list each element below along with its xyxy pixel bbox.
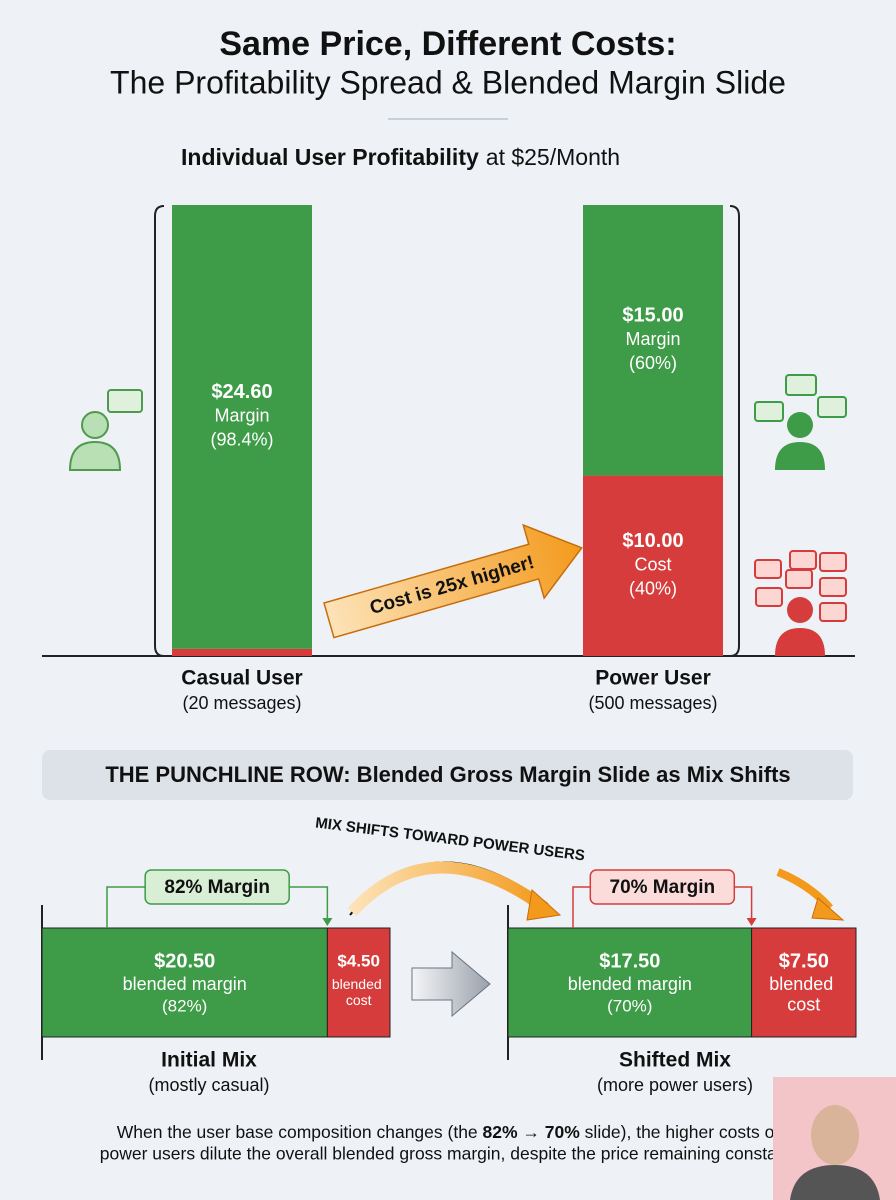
arrow-head [811, 897, 845, 921]
percent-label: (98.4%) [210, 430, 273, 450]
cost-arrow: Cost is 25x higher! [323, 523, 583, 639]
main-subtitle: The Profitability Spread & Blended Margi… [110, 64, 786, 100]
brace [729, 205, 740, 657]
main-title: Same Price, Different Costs: [219, 25, 676, 63]
banner [42, 750, 853, 800]
series-label: Cost [634, 555, 671, 575]
series-label: blended cost [769, 974, 838, 1015]
bar-segment [507, 927, 753, 1038]
bar-segment [583, 205, 723, 476]
bracket-arrow [746, 918, 757, 926]
author-photo [773, 1077, 896, 1200]
percent-label: (60%) [629, 353, 677, 373]
bracket-arrow [322, 918, 333, 926]
category-note: (mostly casual) [148, 1075, 269, 1095]
curve-arrow [776, 868, 834, 911]
value-label: $4.50 [337, 951, 380, 970]
value-label: $15.00 [622, 305, 683, 327]
bar-segment [751, 927, 857, 1038]
curve-arrow [347, 861, 549, 917]
bar-segment [583, 475, 723, 656]
series-label: blended margin [123, 974, 247, 994]
footnote: When the user base composition changes (… [117, 1122, 780, 1142]
casual-icon [68, 389, 143, 471]
footnote: power users dilute the overall blended g… [100, 1144, 797, 1164]
bracket-box [589, 869, 736, 905]
category-note: (20 messages) [182, 693, 301, 713]
category-note: (more power users) [597, 1075, 753, 1095]
bar-segment [172, 205, 312, 649]
chart1-title: Individual User Profitability at $25/Mont… [181, 144, 620, 170]
category-label: Casual User [181, 667, 302, 690]
value-label: $7.50 [779, 950, 829, 972]
bracket-label: 70% Margin [610, 877, 716, 898]
percent-label: (82%) [162, 996, 207, 1015]
category-label: Power User [595, 667, 711, 690]
value-label: $10.00 [622, 530, 683, 552]
percent-label: (70%) [607, 996, 652, 1015]
power-icon [754, 374, 847, 656]
percent-label: (40%) [629, 579, 677, 599]
bracket-label: 82% Margin [164, 877, 270, 898]
value-label: $17.50 [599, 950, 660, 972]
series-label: blended margin [568, 974, 692, 994]
annotation: MIX SHIFTS TOWARD POWER USERS [314, 814, 585, 864]
bar-segment [326, 927, 391, 1038]
category-label: Initial Mix [161, 1049, 257, 1072]
series-label: Margin [214, 406, 269, 426]
bar-segment [41, 927, 328, 1038]
value-label: $20.50 [154, 950, 215, 972]
shift-arrow [411, 950, 491, 1018]
series-label: Margin [625, 329, 680, 349]
bar-segment [172, 648, 312, 656]
category-note: (500 messages) [588, 693, 717, 713]
chart2-title: THE PUNCHLINE ROW: Blended Gross Margin … [105, 762, 790, 787]
arrow-head [526, 889, 562, 921]
series-label: blended cost [332, 976, 386, 1008]
bracket-box [144, 869, 290, 905]
value-label: $24.60 [211, 381, 272, 403]
category-label: Shifted Mix [619, 1049, 731, 1072]
brace [154, 205, 165, 657]
